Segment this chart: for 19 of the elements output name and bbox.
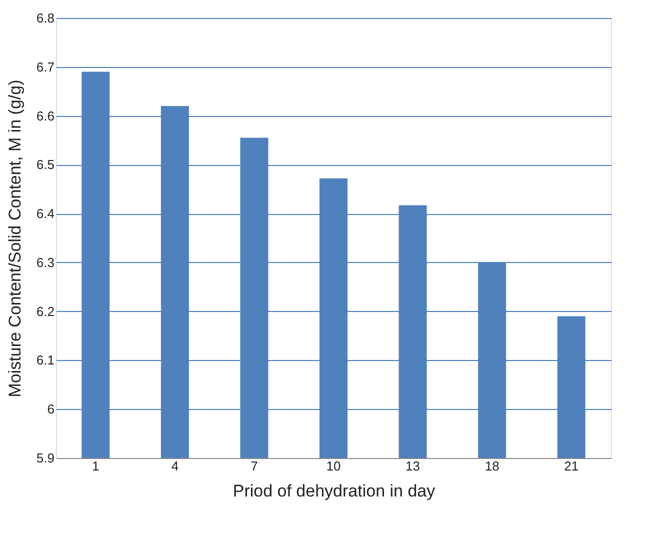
x-tick-label: 4 xyxy=(171,458,179,474)
y-tick-label: 6 xyxy=(47,402,54,417)
y-tick-label: 6.3 xyxy=(36,254,54,270)
x-tick-label: 21 xyxy=(564,458,579,474)
x-tick-label: 7 xyxy=(250,458,258,474)
y-tick-label: 6.8 xyxy=(36,10,54,26)
x-tick-label: 10 xyxy=(326,458,341,474)
y-tick-label: 6.1 xyxy=(36,352,54,368)
x-tick-label: 13 xyxy=(406,458,420,474)
x-tick-label: 18 xyxy=(484,458,500,474)
y-tick-label: 6.7 xyxy=(36,59,54,74)
y-tick-label: 6.6 xyxy=(36,108,54,124)
x-tick-label: 1 xyxy=(92,458,100,474)
y-tick-label: 6.5 xyxy=(36,157,54,172)
y-tick-label: 6.4 xyxy=(36,206,54,222)
y-tick-label: 5.9 xyxy=(36,450,54,466)
y-axis-title: Moisture Content/Solid Content, M in (g/g) xyxy=(5,80,24,398)
y-tick-label: 6.2 xyxy=(36,304,54,319)
x-axis-title: Priod of dehydration in day xyxy=(232,482,436,500)
